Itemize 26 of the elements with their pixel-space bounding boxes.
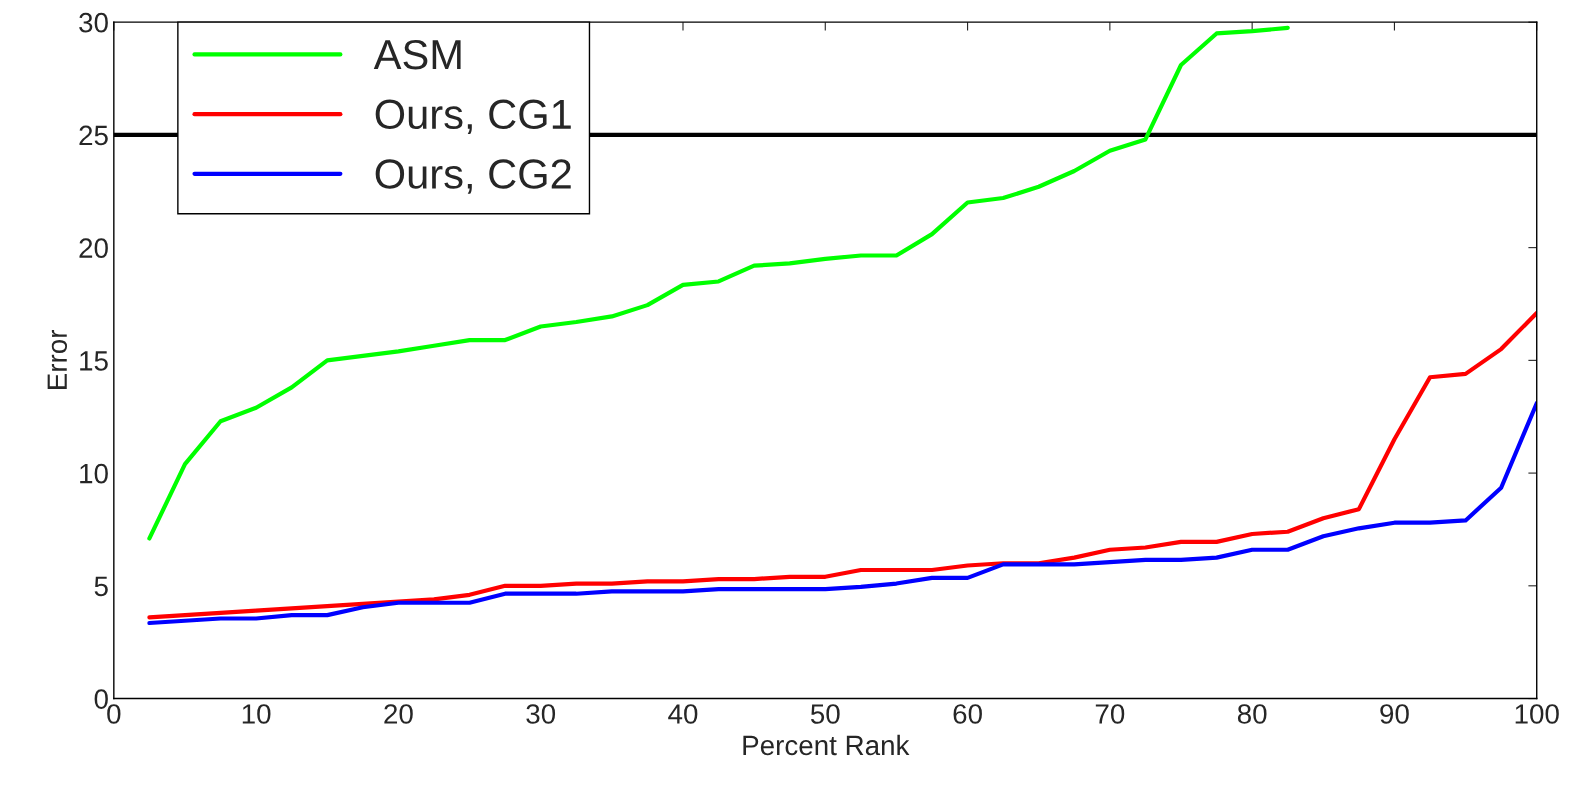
legend-label: Ours, CG1 <box>375 99 571 135</box>
x-tick-label: 20 <box>384 704 413 724</box>
y-tick-label: 20 <box>79 238 108 258</box>
y-tick-label: 0 <box>94 689 108 709</box>
x-tick-label: 70 <box>1095 704 1125 724</box>
line-series <box>147 310 1537 620</box>
x-tick-label: 60 <box>953 704 982 724</box>
x-tick-label: 10 <box>242 704 271 724</box>
y-tick-label: 5 <box>94 576 108 597</box>
x-axis-title: Percent Rank <box>743 734 910 756</box>
y-tick-label: 15 <box>80 351 108 371</box>
x-tick-label: 80 <box>1237 704 1267 724</box>
y-tick-label: 30 <box>79 12 108 33</box>
x-tick-label: 0 <box>107 704 121 724</box>
legend-label: ASM <box>373 39 461 70</box>
line-series <box>147 401 1537 626</box>
x-tick-label: 30 <box>526 704 556 724</box>
y-tick-label: 25 <box>79 125 108 146</box>
x-tick-label: 100 <box>1515 704 1559 724</box>
x-tick-label: 90 <box>1380 704 1409 724</box>
line-series <box>147 25 1290 541</box>
legend-label: Ours, CG2 <box>375 159 571 194</box>
x-tick-label: 50 <box>810 704 840 724</box>
x-tick-label: 40 <box>668 704 698 724</box>
y-axis-title: Error <box>47 329 68 389</box>
y-tick-label: 10 <box>80 463 108 484</box>
